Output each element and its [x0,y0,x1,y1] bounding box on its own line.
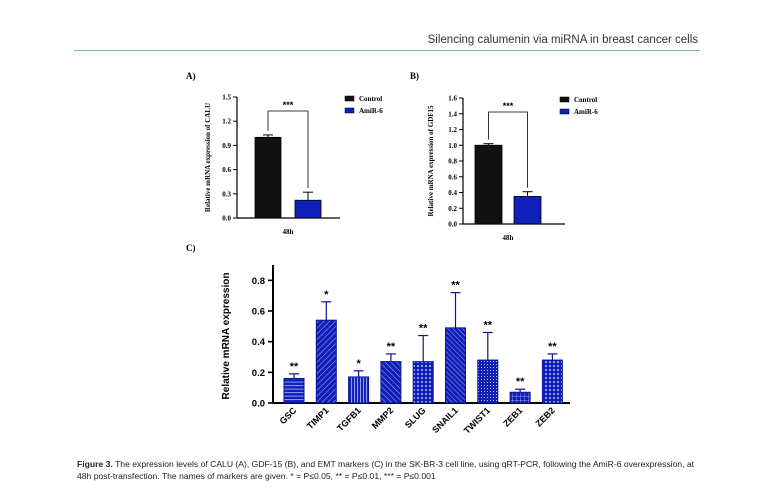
bar-control [254,136,282,219]
panel-label: A) [186,71,196,81]
y-tick-label: 0.0 [222,215,231,223]
y-tick-label: 1.2 [222,118,231,126]
significance-label: ** [387,341,396,353]
bar-zeb2 [541,359,563,404]
significance-bracket [488,111,528,188]
y-tick-label: 0.9 [222,142,231,150]
bar-mmp2 [380,361,402,404]
panel-label: B) [410,71,419,81]
significance-label: *** [283,100,294,110]
y-tick-label: 0.4 [252,337,266,348]
significance-label: *** [503,101,514,111]
header-rule [74,50,700,51]
significance-label: ** [548,341,557,353]
legend-label: Control [359,95,382,103]
x-tick-label: SNAIL1 [430,405,460,435]
x-tick-label: GSC [278,405,299,426]
bar-timp1 [315,319,337,404]
legend-swatch [559,96,570,103]
legend-swatch [559,108,570,115]
significance-label: * [324,289,329,301]
bar-amir-6 [294,199,322,219]
y-tick-label: 0.8 [252,276,265,287]
bar-slug [412,361,434,404]
significance-label: ** [516,376,525,388]
significance-label: * [356,358,361,370]
significance-label: ** [419,323,428,335]
y-tick-label: 1.2 [448,126,457,134]
significance-label: ** [484,319,493,331]
bar-zeb1 [509,391,531,404]
y-tick-label: 1.0 [448,142,457,150]
bar-control [474,144,503,225]
y-axis-label: Relative mRNA expression of GDF15 [427,105,435,217]
x-tick-label: ZEB2 [533,405,556,428]
y-tick-label: 0.6 [448,173,457,181]
legend-label: Control [574,96,597,104]
x-tick-label: TGFB1 [335,405,363,433]
y-tick-label: 0.4 [448,189,457,197]
significance-label: ** [290,361,299,373]
y-axis-label: Relative mRNA expression [221,273,232,400]
x-tick-label: 48h [283,228,294,236]
y-tick-label: 0.8 [448,158,457,166]
x-tick-label: TIMP1 [305,405,331,431]
y-tick-label: 1.6 [448,95,457,103]
legend-label: AmiR-6 [574,108,598,116]
bar-gsc [283,377,305,404]
y-tick-label: 1.4 [448,110,457,118]
y-tick-label: 0.6 [222,166,231,174]
x-tick-label: ZEB1 [501,405,524,428]
x-tick-label: 48h [503,234,514,242]
x-tick-label: SLUG [403,405,428,430]
x-tick-label: MMP2 [370,405,395,430]
y-tick-label: 0.6 [252,307,265,318]
y-tick-label: 0.3 [222,190,231,198]
y-tick-label: 0.0 [252,399,265,410]
figure-charts: A) 0.0 0.3 0.6 0.9 1.2 1.5 Relative mRNA expres… [186,71,598,436]
y-tick-label: 1.5 [222,94,231,102]
running-title: Silencing calumenin via miRNA in breast … [427,34,698,46]
x-tick-label: TWIST1 [462,405,492,435]
bar-tgfb1 [348,376,370,404]
legend-label: AmiR-6 [359,107,383,115]
significance-bracket [267,110,309,189]
y-tick-label: 0.2 [252,368,265,379]
y-tick-label: 0.0 [448,221,457,229]
legend-swatch [344,95,355,102]
y-tick-label: 0.2 [448,205,457,213]
caption-text: The expression levels of CALU (A), GDF-1… [77,459,695,481]
bar-amir-6 [513,196,542,225]
figure-caption: Figure 3. The expression levels of CALU … [77,459,707,482]
bar-snail1 [445,327,466,404]
legend-swatch [344,107,355,114]
significance-label: ** [451,280,460,292]
caption-label: Figure 3. [77,459,113,469]
y-axis-label: Relative mRNA expression of CALU [204,103,212,212]
panel-label: C) [186,243,196,253]
bar-twist1 [477,359,499,404]
